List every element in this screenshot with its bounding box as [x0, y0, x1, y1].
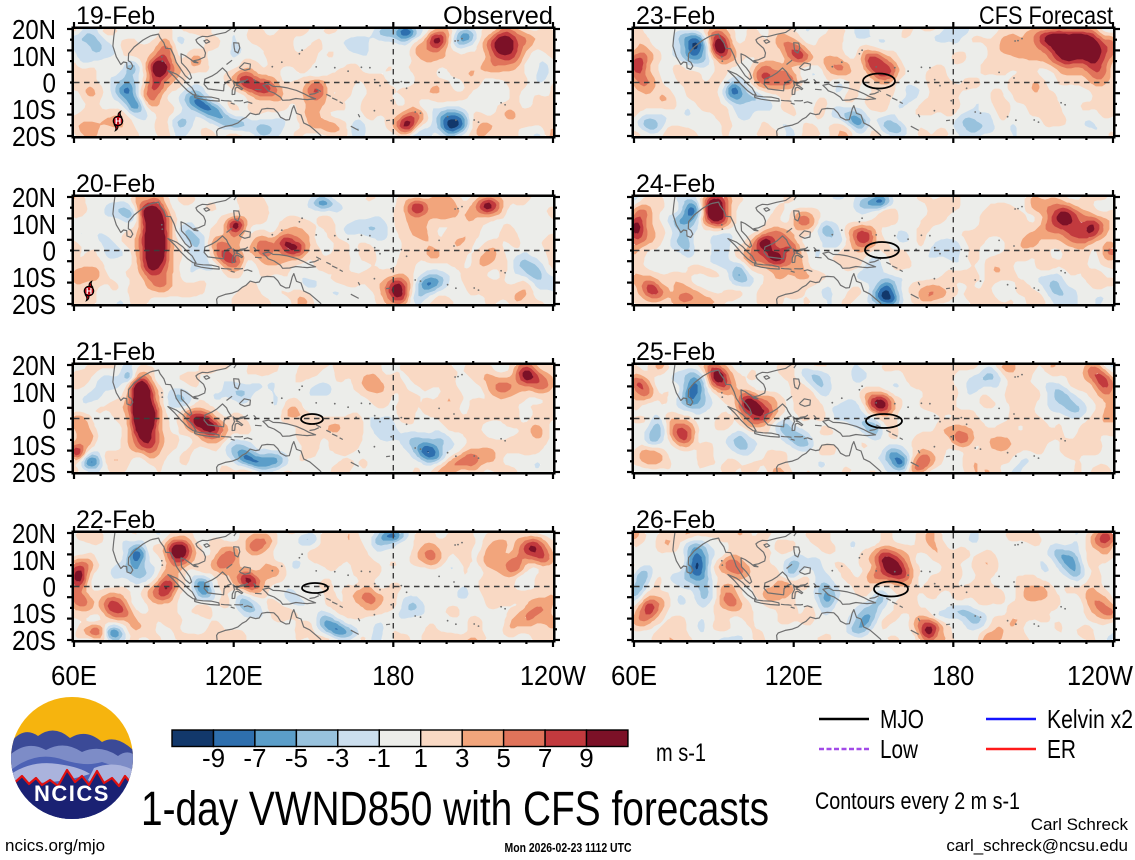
- svg-text:20S: 20S: [12, 457, 56, 488]
- svg-text:Kelvin x2: Kelvin x2: [1047, 704, 1133, 734]
- svg-text:10N: 10N: [12, 209, 56, 240]
- svg-text:-1: -1: [368, 743, 391, 773]
- svg-text:22-Feb: 22-Feb: [76, 506, 155, 534]
- svg-text:Low: Low: [880, 734, 918, 764]
- svg-text:19-Feb: 19-Feb: [76, 2, 155, 30]
- svg-text:3: 3: [455, 743, 469, 773]
- svg-text:120W: 120W: [1067, 660, 1134, 691]
- svg-text:20N: 20N: [12, 14, 56, 45]
- svg-text:24-Feb: 24-Feb: [636, 170, 715, 198]
- svg-text:20S: 20S: [12, 289, 56, 320]
- svg-text:120W: 120W: [520, 660, 587, 691]
- svg-text:20-Feb: 20-Feb: [76, 170, 155, 198]
- svg-text:-3: -3: [326, 743, 349, 773]
- svg-text:ER: ER: [1047, 734, 1076, 764]
- svg-text:Contours every 2 m s-1: Contours every 2 m s-1: [815, 788, 1020, 815]
- svg-text:180: 180: [372, 660, 414, 691]
- svg-text:10N: 10N: [12, 377, 56, 408]
- svg-text:20S: 20S: [12, 625, 56, 656]
- svg-text:H: H: [115, 116, 121, 126]
- svg-text:21-Feb: 21-Feb: [76, 338, 155, 366]
- svg-text:-9: -9: [202, 743, 225, 773]
- svg-text:20S: 20S: [12, 121, 56, 152]
- svg-text:0: 0: [43, 236, 57, 267]
- svg-text:MJO: MJO: [880, 704, 924, 734]
- svg-text:10S: 10S: [12, 430, 56, 461]
- svg-text:10S: 10S: [12, 94, 56, 125]
- svg-text:-7: -7: [243, 743, 266, 773]
- svg-text:60E: 60E: [51, 660, 97, 691]
- svg-text:0: 0: [43, 68, 57, 99]
- svg-text:20N: 20N: [12, 350, 56, 381]
- svg-text:H: H: [86, 286, 92, 296]
- svg-text:Observed: Observed: [443, 2, 553, 30]
- svg-text:120E: 120E: [765, 660, 823, 691]
- svg-text:1-day VWND850 with CFS forecas: 1-day VWND850 with CFS forecasts: [141, 783, 769, 836]
- svg-text:NCICS: NCICS: [34, 781, 110, 806]
- svg-text:-5: -5: [285, 743, 308, 773]
- svg-text:carl_schreck@ncsu.edu: carl_schreck@ncsu.edu: [946, 836, 1128, 855]
- svg-text:7: 7: [538, 743, 552, 773]
- svg-text:Carl Schreck: Carl Schreck: [1031, 815, 1129, 834]
- svg-text:5: 5: [496, 743, 510, 773]
- svg-text:10S: 10S: [12, 598, 56, 629]
- svg-text:10N: 10N: [12, 41, 56, 72]
- svg-text:23-Feb: 23-Feb: [636, 2, 715, 30]
- svg-text:20N: 20N: [12, 518, 56, 549]
- svg-text:10S: 10S: [12, 262, 56, 293]
- svg-text:25-Feb: 25-Feb: [636, 338, 715, 366]
- svg-text:ncics.org/mjo: ncics.org/mjo: [5, 836, 105, 855]
- svg-text:10N: 10N: [12, 545, 56, 576]
- svg-text:9: 9: [579, 743, 593, 773]
- svg-text:0: 0: [43, 404, 57, 435]
- svg-text:0: 0: [43, 572, 57, 603]
- svg-text:60E: 60E: [611, 660, 657, 691]
- svg-text:120E: 120E: [205, 660, 263, 691]
- svg-text:Mon 2026-02-23 1112 UTC: Mon 2026-02-23 1112 UTC: [505, 840, 632, 855]
- svg-text:CFS Forecast: CFS Forecast: [979, 2, 1113, 30]
- svg-text:20N: 20N: [12, 182, 56, 213]
- svg-text:m s-1: m s-1: [656, 739, 706, 767]
- svg-text:1: 1: [413, 743, 427, 773]
- svg-text:26-Feb: 26-Feb: [636, 506, 715, 534]
- svg-text:180: 180: [932, 660, 974, 691]
